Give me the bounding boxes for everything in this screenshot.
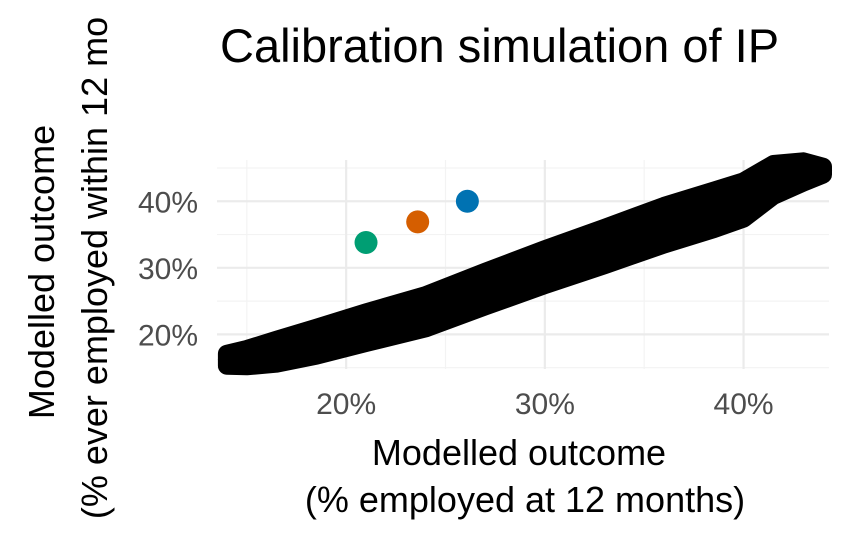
x-axis-title-line1: Modelled outcome xyxy=(372,432,666,473)
y-axis-title-line2: (% ever employed within 12 mo xyxy=(74,17,115,519)
x-tick-label-0: 20% xyxy=(316,388,376,421)
simulation-point-0-4 xyxy=(357,318,376,337)
simulation-point-0-6 xyxy=(476,280,495,299)
simulation-point-0-5 xyxy=(416,302,435,321)
simulation-point-0-1 xyxy=(237,348,256,367)
y-axis-title-line1: Modelled outcome xyxy=(21,125,62,419)
chart-title: Calibration simulation of IP xyxy=(220,19,779,72)
highlight-point-0 xyxy=(455,189,479,213)
y-tick-label-1: 30% xyxy=(138,253,198,286)
x-tick-label-1: 30% xyxy=(515,388,575,421)
x-axis-title-line2: (% employed at 12 months) xyxy=(305,479,745,520)
y-tick-label-0: 20% xyxy=(138,319,198,352)
simulation-point-0-12 xyxy=(764,170,783,189)
simulation-point-0-10 xyxy=(704,200,723,219)
y-tick-label-2: 40% xyxy=(138,186,198,219)
simulation-point-0-14 xyxy=(814,161,833,180)
y-axis-ticks: 20% 30% 40% xyxy=(138,186,198,352)
simulation-point-0-0 xyxy=(217,350,236,369)
simulation-point-0-2 xyxy=(267,342,286,361)
simulation-point-0-3 xyxy=(307,332,326,351)
simulation-point-0-13 xyxy=(794,162,813,181)
highlight-point-2 xyxy=(354,231,378,255)
simulation-point-0-7 xyxy=(535,258,554,277)
simulation-point-0-11 xyxy=(734,190,753,209)
highlight-point-1 xyxy=(406,210,430,234)
simulation-point-cloud xyxy=(217,152,833,376)
x-axis-ticks: 20% 30% 40% xyxy=(316,388,773,421)
simulation-point-0-8 xyxy=(595,237,614,256)
highlight-points xyxy=(354,189,479,255)
simulation-point-0-9 xyxy=(655,216,674,235)
x-tick-label-2: 40% xyxy=(714,388,774,421)
